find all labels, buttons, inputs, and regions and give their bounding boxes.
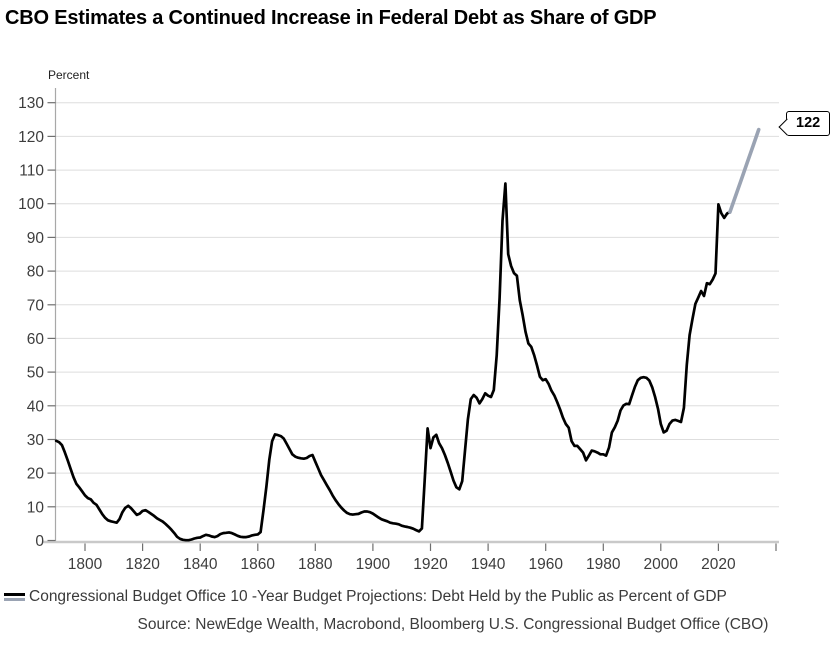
x-tick-label: 1800 (68, 556, 103, 573)
legend-line-marker-icon (4, 592, 25, 602)
y-tick-label: 30 (27, 432, 45, 449)
x-tick-label: 2000 (644, 556, 679, 573)
y-tick-label: 90 (27, 230, 45, 247)
x-tick-label: 1860 (241, 556, 276, 573)
y-tick-label: 50 (27, 365, 45, 382)
x-tick-label: 1920 (413, 556, 448, 573)
end-value-callout: 122 (786, 111, 831, 136)
y-tick-label: 80 (27, 264, 45, 281)
x-tick-label: 1980 (586, 556, 621, 573)
y-tick-label: 40 (27, 398, 45, 415)
x-tick-label: 2020 (701, 556, 736, 573)
source-note: Source: NewEdge Wealth, Macrobond, Bloom… (137, 616, 769, 633)
y-tick-label: 100 (18, 196, 44, 213)
y-tick-label: 60 (27, 331, 45, 348)
x-tick-label: 1900 (356, 556, 391, 573)
x-tick-label: 1940 (471, 556, 506, 573)
legend-history-line-swatch (4, 592, 25, 596)
projection-line (728, 127, 761, 214)
y-tick-label: 110 (19, 163, 44, 180)
y-tick-label: 70 (27, 297, 45, 314)
x-tick-label: 1960 (528, 556, 563, 573)
y-tick-label: 120 (18, 129, 44, 146)
x-tick-label: 1840 (183, 556, 218, 573)
legend-label: Congressional Budget Office 10 -Year Bud… (29, 588, 727, 605)
legend-projection-line-swatch (4, 598, 25, 602)
y-tick-label: 10 (27, 499, 45, 516)
chart-title: CBO Estimates a Continued Increase in Fe… (5, 7, 657, 29)
x-tick-label: 1880 (298, 556, 333, 573)
y-axis-title: Percent (48, 68, 90, 82)
x-tick-label: 1820 (125, 556, 160, 573)
history-line (54, 182, 732, 542)
y-tick-label: 0 (35, 533, 44, 550)
y-tick-label: 20 (27, 466, 45, 483)
y-tick-label: 130 (18, 95, 44, 112)
legend: Congressional Budget Office 10 -Year Bud… (4, 588, 727, 606)
